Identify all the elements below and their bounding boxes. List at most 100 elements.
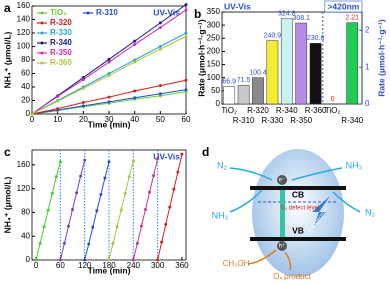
legend-label: R-360 xyxy=(50,58,72,67)
point xyxy=(81,78,85,82)
point xyxy=(42,225,46,229)
x-tick-label: 300 xyxy=(151,261,165,270)
point xyxy=(160,240,164,244)
legend-label: R-350 xyxy=(50,48,72,57)
x-tick-label: R-320 xyxy=(247,106,269,115)
bar xyxy=(346,22,359,105)
point xyxy=(158,47,162,51)
x-tick-label: 120 xyxy=(78,261,92,270)
point xyxy=(75,191,79,195)
vb-band xyxy=(250,237,346,241)
x-tick-label: TiO₂ xyxy=(221,106,237,115)
value-label: 0 xyxy=(331,96,335,103)
bar xyxy=(252,77,264,105)
y-tick-label: 80 xyxy=(21,55,30,64)
arrow xyxy=(247,249,277,265)
point xyxy=(133,89,137,93)
legend-box xyxy=(324,0,363,13)
point xyxy=(158,26,162,30)
cb-band xyxy=(250,186,346,190)
x-tick-label: 40 xyxy=(130,115,139,124)
legend-marker xyxy=(40,61,44,65)
legend-marker xyxy=(40,51,44,55)
point xyxy=(127,175,131,179)
value-label: 230.8 xyxy=(307,35,325,42)
point xyxy=(172,187,176,191)
point xyxy=(99,193,103,197)
oxidation-product: Oₓ product xyxy=(273,272,312,281)
legend-label: TiO₂ xyxy=(50,8,67,17)
bar xyxy=(237,84,250,105)
point xyxy=(107,160,111,164)
bar xyxy=(266,40,279,105)
x-tick-label: TiO₂ xyxy=(325,106,341,115)
x-tick-label: R-330 xyxy=(262,116,284,125)
panel-label: b xyxy=(194,7,201,21)
y-tick-label: 350 xyxy=(207,7,221,16)
point xyxy=(135,241,139,245)
point xyxy=(107,57,111,61)
point xyxy=(143,207,147,211)
x-tick-label: R-310 xyxy=(233,116,255,125)
point xyxy=(95,209,99,213)
legend-marker xyxy=(40,21,44,25)
y-tick-label: 160 xyxy=(17,160,31,169)
point xyxy=(180,152,184,156)
bar xyxy=(295,22,308,105)
point xyxy=(34,258,38,262)
point xyxy=(50,191,54,195)
point xyxy=(79,174,83,178)
x-tick-label: R-360 xyxy=(305,106,327,115)
legend-label: >420nm xyxy=(327,1,359,11)
y-tick-label: 0 xyxy=(26,255,31,264)
point xyxy=(184,34,188,38)
value-label: 100.4 xyxy=(249,69,267,76)
x-axis-label: Time (min) xyxy=(88,119,131,129)
y-tick-label: 80 xyxy=(21,208,30,217)
x-axis-label: Time (min) xyxy=(88,265,131,275)
excitation-arrow xyxy=(280,190,285,237)
arrow xyxy=(229,167,273,181)
product: NH₃ xyxy=(212,210,229,220)
point xyxy=(184,3,188,7)
point xyxy=(62,241,66,245)
point xyxy=(119,208,123,212)
x-tick-label: R-350 xyxy=(290,116,312,125)
point xyxy=(133,60,137,64)
point xyxy=(81,101,85,105)
point xyxy=(164,222,168,226)
point xyxy=(156,258,160,262)
bar xyxy=(309,43,322,105)
point xyxy=(111,241,115,245)
point xyxy=(107,95,111,99)
point xyxy=(131,159,135,163)
y-tick-label: 160 xyxy=(17,1,31,10)
y-tick-label: 300 xyxy=(207,20,221,29)
y-tick-label: 50 xyxy=(211,86,220,95)
point xyxy=(71,207,75,211)
arrow xyxy=(291,167,343,181)
arrow xyxy=(229,189,263,213)
point xyxy=(133,39,137,43)
y-tick-label: 40 xyxy=(21,82,30,91)
y-axis-label: Rate (μmol·h⁻¹·g⁻¹) xyxy=(196,19,206,97)
point xyxy=(30,112,34,116)
y-tick-label: 0 xyxy=(216,99,221,108)
y-tick-label: 2 xyxy=(365,26,370,35)
point xyxy=(158,45,162,48)
y-tick-label: 1 xyxy=(365,62,370,71)
bar xyxy=(280,18,293,105)
point xyxy=(91,225,95,229)
point xyxy=(83,258,87,262)
point xyxy=(56,94,60,98)
point xyxy=(83,158,87,162)
point xyxy=(156,157,160,161)
value-label: 71.5 xyxy=(237,77,251,84)
light-bolt xyxy=(312,196,330,226)
point xyxy=(56,107,60,111)
arrow xyxy=(284,251,292,271)
x-tick-label: R-340 xyxy=(341,116,363,125)
panel-d: d CB VB e⁻ h⁺ Vₒ defect level Full spect… xyxy=(202,145,375,281)
y-tick-label: 150 xyxy=(207,60,221,69)
